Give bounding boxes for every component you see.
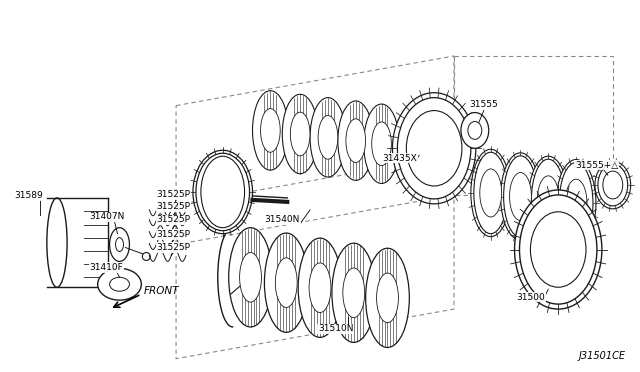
- Ellipse shape: [520, 195, 597, 304]
- Ellipse shape: [565, 179, 587, 227]
- Ellipse shape: [282, 94, 318, 174]
- Ellipse shape: [239, 253, 262, 302]
- Ellipse shape: [193, 150, 253, 234]
- Ellipse shape: [500, 153, 540, 240]
- Ellipse shape: [598, 164, 628, 206]
- Text: 31525P: 31525P: [156, 230, 190, 239]
- Ellipse shape: [291, 112, 310, 156]
- Text: J31501CE: J31501CE: [579, 351, 626, 361]
- Ellipse shape: [529, 156, 568, 244]
- Ellipse shape: [471, 149, 511, 237]
- Ellipse shape: [474, 152, 508, 234]
- Ellipse shape: [595, 161, 630, 209]
- Ellipse shape: [559, 163, 593, 244]
- Text: 31525P: 31525P: [156, 202, 190, 211]
- Ellipse shape: [275, 258, 297, 308]
- Ellipse shape: [343, 268, 365, 318]
- Ellipse shape: [397, 98, 471, 199]
- Ellipse shape: [531, 159, 565, 241]
- Ellipse shape: [298, 238, 342, 337]
- Ellipse shape: [392, 93, 476, 204]
- Text: 31589: 31589: [14, 192, 43, 201]
- Ellipse shape: [253, 91, 288, 170]
- Text: 31407N: 31407N: [90, 212, 125, 221]
- Text: 31555+△: 31555+△: [575, 161, 618, 170]
- Ellipse shape: [468, 122, 482, 140]
- Ellipse shape: [406, 110, 462, 186]
- Ellipse shape: [309, 263, 331, 312]
- Text: 31525P: 31525P: [156, 215, 190, 224]
- Text: 31540N: 31540N: [264, 215, 300, 224]
- Ellipse shape: [260, 109, 280, 152]
- Ellipse shape: [201, 156, 244, 228]
- Ellipse shape: [338, 101, 374, 180]
- Ellipse shape: [47, 198, 67, 287]
- Ellipse shape: [376, 273, 399, 323]
- Text: FRONT: FRONT: [143, 286, 179, 296]
- Ellipse shape: [228, 228, 273, 327]
- Text: 31555: 31555: [469, 100, 498, 109]
- Text: 31500: 31500: [516, 293, 545, 302]
- Ellipse shape: [109, 277, 129, 291]
- Ellipse shape: [504, 156, 538, 237]
- Ellipse shape: [603, 171, 623, 199]
- Ellipse shape: [142, 253, 150, 260]
- Ellipse shape: [332, 243, 376, 342]
- Text: 31510N: 31510N: [318, 324, 353, 333]
- Ellipse shape: [98, 268, 141, 300]
- Text: 31525P: 31525P: [156, 243, 190, 252]
- Ellipse shape: [461, 113, 489, 148]
- Text: 31410F: 31410F: [90, 263, 124, 272]
- Ellipse shape: [364, 104, 399, 183]
- Ellipse shape: [318, 115, 338, 159]
- Ellipse shape: [480, 169, 502, 217]
- Ellipse shape: [515, 190, 602, 309]
- Ellipse shape: [365, 248, 410, 347]
- Ellipse shape: [531, 212, 586, 287]
- Ellipse shape: [264, 233, 308, 332]
- Ellipse shape: [109, 228, 129, 262]
- Ellipse shape: [509, 173, 531, 221]
- Bar: [47, 198, 108, 287]
- Ellipse shape: [556, 160, 596, 247]
- Text: 31525P: 31525P: [156, 190, 190, 199]
- Text: 31435X: 31435X: [383, 154, 417, 163]
- Ellipse shape: [310, 97, 346, 177]
- Ellipse shape: [538, 176, 559, 224]
- Ellipse shape: [346, 119, 365, 163]
- Ellipse shape: [116, 238, 124, 251]
- Ellipse shape: [372, 122, 392, 166]
- Ellipse shape: [196, 153, 250, 231]
